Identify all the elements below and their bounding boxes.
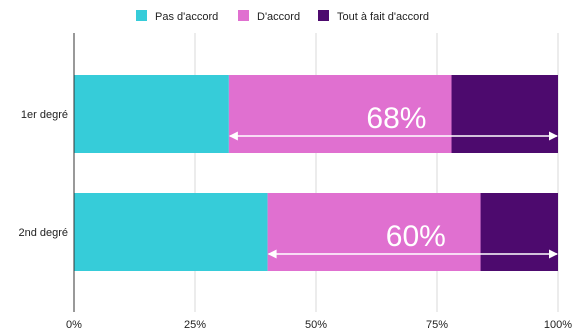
legend-swatch-tout-a-fait-d-accord bbox=[318, 10, 329, 21]
legend-label-pas-d-accord: Pas d'accord bbox=[155, 11, 218, 23]
x-tick-label: 0% bbox=[66, 319, 82, 331]
annotation-label: 68% bbox=[366, 102, 426, 135]
x-tick-label: 50% bbox=[305, 319, 327, 331]
x-tick-label: 25% bbox=[184, 319, 206, 331]
bar-d-accord-2nd-degre bbox=[267, 193, 481, 271]
bar-pas-d-accord-1er-degre bbox=[74, 75, 229, 153]
bar-pas-d-accord-2nd-degre bbox=[74, 193, 268, 271]
bar-tout-a-fait-d-accord-2nd-degre bbox=[480, 193, 558, 271]
legend: Pas d'accord D'accord Tout à fait d'accord bbox=[136, 10, 429, 23]
bar-d-accord-1er-degre bbox=[228, 75, 452, 153]
legend-swatch-d-accord bbox=[238, 10, 249, 21]
category-label: 1er degré bbox=[21, 109, 68, 121]
legend-swatch-pas-d-accord bbox=[136, 10, 147, 21]
annotation-label: 60% bbox=[386, 220, 446, 253]
annotation-arrowhead-right bbox=[549, 131, 558, 141]
annotation-arrowhead-left bbox=[228, 131, 238, 141]
annotations: 68% 60% bbox=[228, 102, 558, 259]
annotation-arrowhead-left bbox=[267, 249, 277, 259]
annotation-arrowhead-right bbox=[549, 249, 558, 259]
legend-label-tout-a-fait-d-accord: Tout à fait d'accord bbox=[337, 11, 429, 23]
value-axis: 0% 25% 50% 75% 100% bbox=[66, 319, 572, 331]
category-axis: 1er degré 2nd degré bbox=[18, 33, 75, 312]
bar-tout-a-fait-d-accord-1er-degre bbox=[451, 75, 558, 153]
legend-label-d-accord: D'accord bbox=[257, 11, 300, 23]
x-tick-label: 75% bbox=[426, 319, 448, 331]
bars bbox=[74, 75, 558, 271]
x-tick-label: 100% bbox=[544, 319, 572, 331]
category-label: 2nd degré bbox=[18, 227, 68, 239]
